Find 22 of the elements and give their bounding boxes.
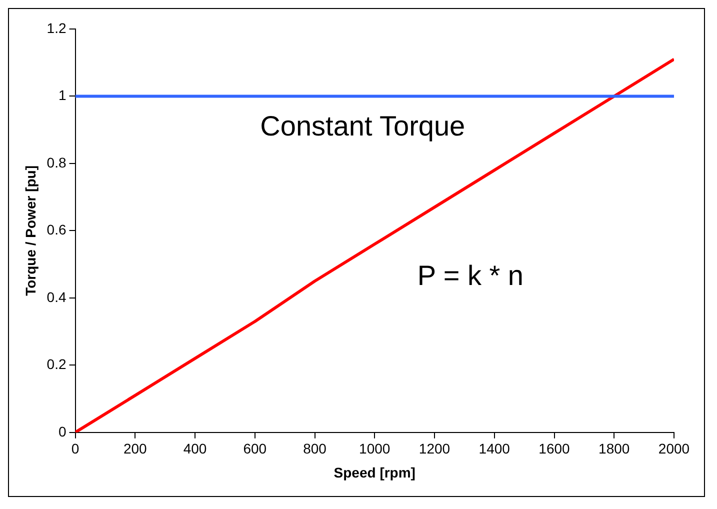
y-tick-label: 0.6 [46,222,66,238]
x-tick-label: 800 [303,440,327,457]
y-tick-label: 1.2 [46,20,66,36]
x-tick-label: 1800 [598,440,630,457]
x-tick-label: 2000 [658,440,690,457]
x-tick-label: 200 [123,440,148,457]
annotation: Constant Torque [260,110,466,142]
y-tick-label: 1 [58,87,66,104]
y-tick-label: 0.8 [46,154,66,170]
x-axis-title: Speed [rpm] [334,464,416,480]
x-tick-label: 1000 [359,440,390,457]
x-tick-label: 1600 [538,440,570,457]
y-tick-label: 0.2 [46,356,66,372]
x-tick-label: 600 [243,440,267,457]
x-tick-label: 0 [71,440,80,457]
y-tick-label: 0.4 [46,288,66,305]
x-tick-label: 400 [183,440,207,457]
y-tick-label: 0 [58,423,66,440]
x-tick-label: 1400 [478,440,510,457]
y-axis-title: Torque / Power [pu] [22,165,38,296]
annotation: P = k * n [417,260,524,291]
x-tick-label: 1200 [418,440,450,457]
